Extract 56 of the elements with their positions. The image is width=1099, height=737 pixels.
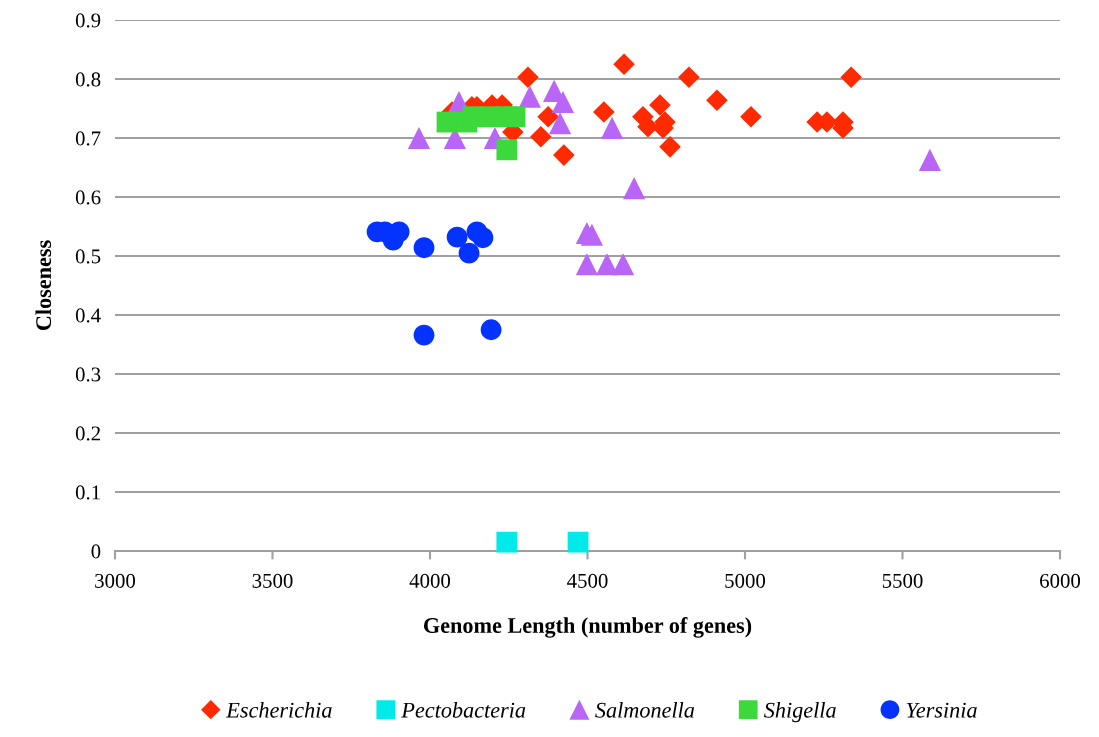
point xyxy=(580,223,604,246)
x-tick-label: 3500 xyxy=(252,573,293,588)
legend-label: Escherichia xyxy=(226,702,332,718)
y-tick-label: 0 xyxy=(91,544,101,559)
point xyxy=(611,253,635,276)
legend-label: Pectobacteria xyxy=(401,702,526,718)
point xyxy=(678,66,700,89)
legend-label: Salmonella xyxy=(595,702,695,718)
point xyxy=(472,227,494,249)
legend-label: Yersinia xyxy=(906,702,977,718)
point xyxy=(567,531,589,553)
point xyxy=(480,319,502,341)
y-tick-label: 0.7 xyxy=(75,131,101,146)
y-tick-label: 0.5 xyxy=(75,249,101,264)
point xyxy=(623,177,646,200)
point xyxy=(407,126,431,150)
point xyxy=(918,148,942,171)
point xyxy=(553,144,575,166)
point xyxy=(446,226,468,248)
y-tick-label: 0.8 xyxy=(75,72,101,87)
point xyxy=(706,89,728,112)
point xyxy=(504,106,526,128)
point xyxy=(600,116,624,140)
x-tick-label: 5000 xyxy=(725,573,766,588)
point xyxy=(458,242,480,264)
point xyxy=(551,90,575,114)
y-axis-title: Closeness xyxy=(35,240,52,331)
point xyxy=(593,101,615,123)
point xyxy=(537,105,559,128)
x-tick-label: 3000 xyxy=(95,573,136,588)
x-tick-label: 6000 xyxy=(1040,573,1081,588)
y-tick-label: 0.9 xyxy=(75,13,101,28)
legend-label: Shigella xyxy=(764,702,836,723)
point xyxy=(740,105,762,128)
point xyxy=(575,253,598,276)
y-tick-label: 0.6 xyxy=(75,190,101,205)
point xyxy=(413,324,435,346)
point xyxy=(496,531,518,553)
point xyxy=(840,66,862,89)
y-tick-label: 0.4 xyxy=(75,308,101,323)
x-tick-label: 4000 xyxy=(409,573,451,588)
point xyxy=(613,53,635,76)
x-tick-label: 5500 xyxy=(882,573,923,588)
point xyxy=(496,139,518,161)
y-tick-label: 0.3 xyxy=(75,367,101,382)
point xyxy=(530,126,552,148)
point xyxy=(548,112,572,135)
point xyxy=(518,85,541,108)
point xyxy=(413,237,435,259)
x-axis-title: Genome Length (number of genes) xyxy=(423,617,752,638)
point xyxy=(649,94,671,116)
y-tick-label: 0.1 xyxy=(75,485,100,500)
point xyxy=(517,66,539,89)
point xyxy=(659,136,681,158)
y-tick-label: 0.2 xyxy=(75,426,100,441)
x-tick-label: 4500 xyxy=(567,573,608,588)
